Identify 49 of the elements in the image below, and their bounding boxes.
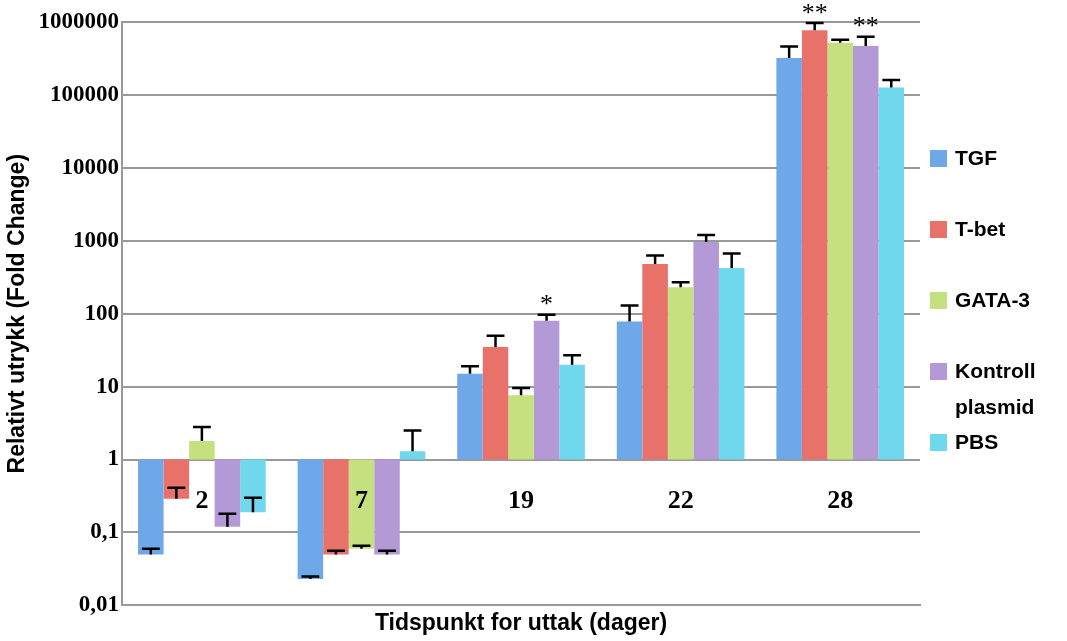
annotation: **	[852, 11, 879, 41]
bar	[693, 242, 719, 460]
y-tick-label: 0,1	[90, 518, 120, 544]
legend-label: Kontroll plasmid	[955, 358, 1037, 420]
y-tick-label: 100	[84, 299, 120, 325]
bar	[559, 364, 585, 460]
bar	[348, 459, 375, 549]
bar	[138, 459, 164, 555]
bar	[852, 45, 879, 460]
bar	[827, 42, 853, 460]
y-tick-label: 1	[107, 445, 120, 471]
bar	[297, 459, 324, 580]
bar	[482, 346, 509, 460]
bar	[616, 321, 643, 460]
x-tick-label: 19	[508, 485, 535, 515]
y-tick-label: 1000000	[38, 7, 120, 33]
bar	[667, 287, 694, 460]
x-tick-label: 22	[667, 485, 694, 515]
annotation: **	[801, 0, 828, 27]
bar	[399, 451, 426, 460]
bar	[374, 459, 400, 555]
y-axis-title: Relativt utrykk (Fold Change)	[3, 153, 30, 474]
bar	[801, 30, 828, 460]
bar	[776, 58, 802, 460]
bar	[189, 440, 215, 460]
bar	[214, 459, 241, 527]
annotation: *	[540, 289, 554, 319]
bar	[323, 459, 349, 555]
x-tick-label: 7	[354, 485, 368, 515]
bar	[878, 87, 905, 460]
bar	[718, 267, 745, 460]
bar	[642, 264, 668, 460]
y-tick-label: 100000	[50, 80, 120, 106]
y-tick-label: 0,01	[78, 591, 120, 617]
legend-label: TGF	[955, 145, 997, 171]
x-tick-label: 28	[827, 485, 854, 515]
x-tick-label: 2	[195, 485, 209, 515]
bar	[508, 395, 534, 460]
x-axis-title: Tidspunkt for uttak (dager)	[374, 608, 668, 635]
y-tick-label: 10000	[61, 153, 120, 179]
legend-label: T-bet	[955, 216, 1006, 242]
bar	[533, 320, 560, 460]
bar	[240, 459, 266, 513]
y-tick-label: 10	[96, 372, 120, 398]
legend-label: GATA-3	[955, 287, 1031, 313]
bar	[163, 459, 190, 499]
bar	[457, 373, 483, 460]
legend-label: PBS	[955, 429, 999, 455]
y-tick-label: 1000	[73, 226, 120, 252]
